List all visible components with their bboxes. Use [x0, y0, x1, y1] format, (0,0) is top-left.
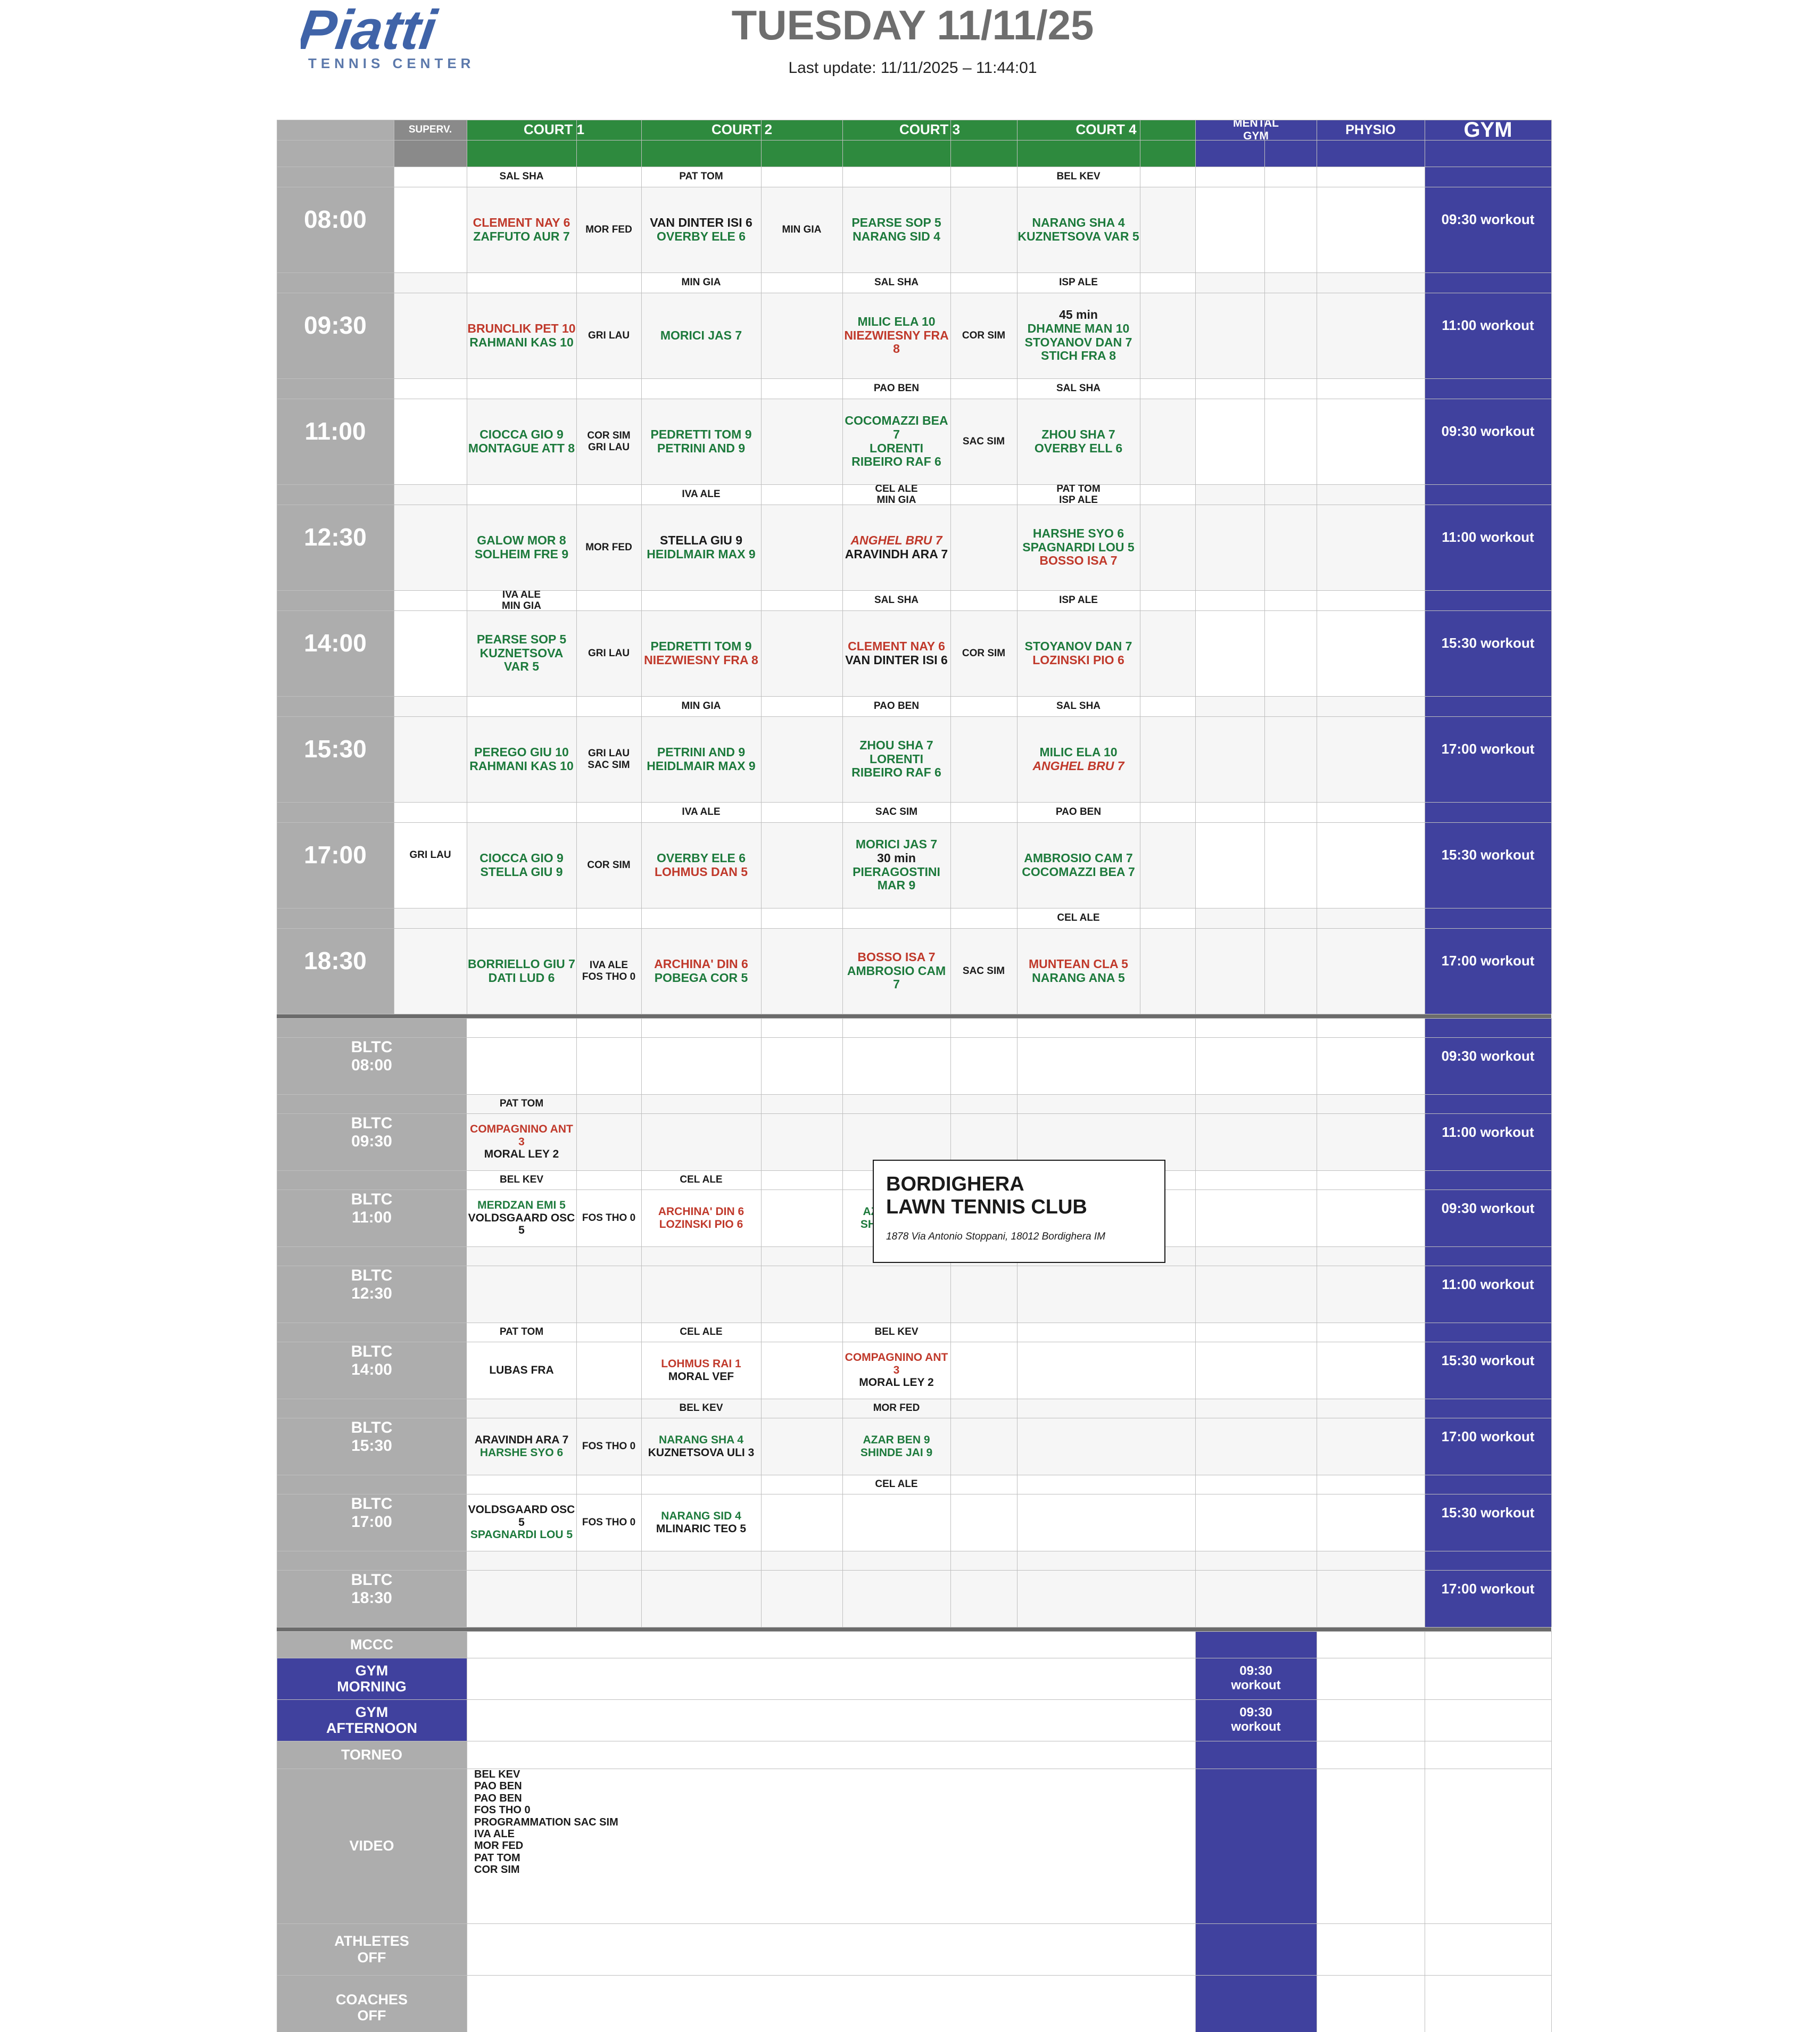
svg-text:Piatti: Piatti [301, 0, 442, 61]
svg-text:TENNIS CENTER: TENNIS CENTER [308, 55, 475, 71]
